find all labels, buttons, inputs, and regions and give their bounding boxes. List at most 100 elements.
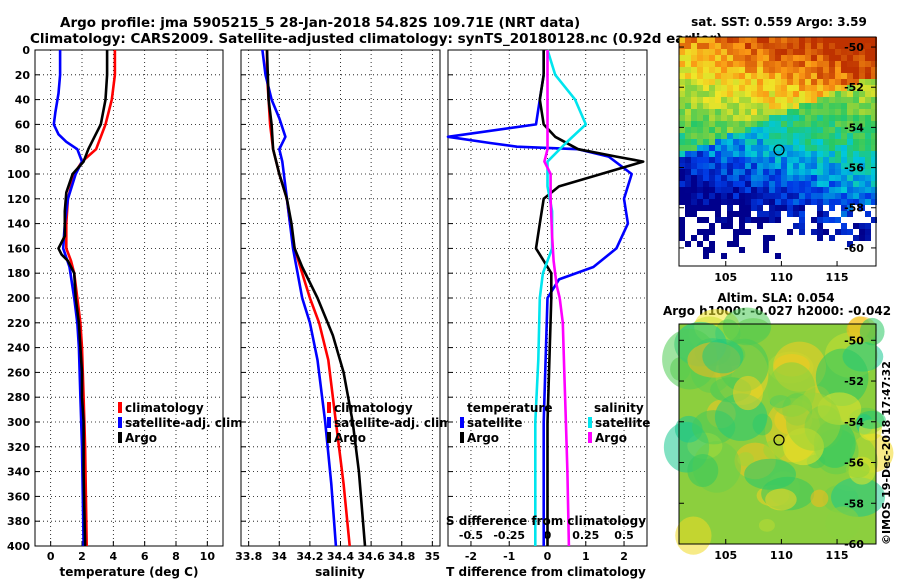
sst-cell	[787, 79, 793, 85]
sst-cell	[811, 217, 817, 223]
sst-cell	[679, 127, 685, 133]
sst-cell	[859, 91, 865, 97]
sst-cell	[799, 145, 805, 151]
sst-cell	[715, 169, 721, 175]
sst-cell	[853, 43, 859, 49]
sst-cell	[859, 43, 865, 49]
sst-cell	[739, 151, 745, 157]
y-tick-label: 300	[7, 416, 30, 429]
sst-cell	[745, 91, 751, 97]
sst-cell	[829, 115, 835, 121]
sst-cell	[691, 55, 697, 61]
sst-cell	[871, 103, 877, 109]
sst-cell	[679, 97, 685, 103]
sst-cell	[781, 169, 787, 175]
sst-cell	[703, 205, 709, 211]
sst-cell	[787, 157, 793, 163]
sst-cell	[853, 67, 859, 73]
map-y-tick-label: -56	[844, 162, 864, 175]
sst-cell	[715, 199, 721, 205]
sst-cell	[859, 133, 865, 139]
sla-blob	[737, 452, 754, 467]
sst-cell	[691, 43, 697, 49]
sst-cell	[859, 139, 865, 145]
sst-cell	[691, 145, 697, 151]
sst-cell	[823, 43, 829, 49]
sst-cell	[769, 43, 775, 49]
sst-cell	[679, 121, 685, 127]
sst-cell	[679, 163, 685, 169]
sst-cell	[793, 205, 799, 211]
sst-cell	[727, 241, 733, 247]
sla-blob	[825, 506, 861, 541]
sst-cell	[829, 37, 835, 43]
x-tick-label: 4	[110, 550, 118, 563]
sst-cell	[715, 163, 721, 169]
sst-cell	[805, 193, 811, 199]
sst-cell	[841, 37, 847, 43]
sst-cell	[769, 55, 775, 61]
sla-blob	[810, 489, 829, 508]
sst-cell	[853, 151, 859, 157]
sst-cell	[829, 235, 835, 241]
sst-cell	[763, 199, 769, 205]
sst-cell	[739, 223, 745, 229]
sst-cell	[733, 169, 739, 175]
sst-cell	[865, 79, 871, 85]
y-tick-label: 120	[7, 193, 30, 206]
sst-cell	[679, 133, 685, 139]
sst-cell	[829, 187, 835, 193]
sst-cell	[799, 121, 805, 127]
sst-cell	[709, 43, 715, 49]
sst-cell	[727, 91, 733, 97]
sst-cell	[865, 181, 871, 187]
sst-cell	[859, 79, 865, 85]
sst-cell	[775, 121, 781, 127]
map-y-tick-label: -60	[844, 242, 864, 255]
sst-cell	[679, 115, 685, 121]
sst-cell	[859, 109, 865, 115]
sst-cell	[793, 133, 799, 139]
sst-cell	[691, 127, 697, 133]
legend-argo-2: Argo	[334, 431, 366, 445]
sst-cell	[721, 127, 727, 133]
sst-cell	[817, 211, 823, 217]
sst-cell	[799, 175, 805, 181]
sst-cell	[871, 61, 877, 67]
sst-cell	[787, 55, 793, 61]
sst-cell	[871, 181, 877, 187]
sst-cell	[841, 151, 847, 157]
legend-satellite-2: satellite-adj. clim.	[334, 416, 456, 430]
sst-cell	[841, 157, 847, 163]
sst-cell	[703, 187, 709, 193]
sst-cell	[775, 97, 781, 103]
sst-cell	[841, 73, 847, 79]
sst-cell	[757, 193, 763, 199]
sst-cell	[769, 49, 775, 55]
sst-cell	[799, 61, 805, 67]
sst-cell	[853, 163, 859, 169]
sst-cell	[817, 103, 823, 109]
sst-cell	[865, 229, 871, 235]
sst-cell	[823, 103, 829, 109]
sst-cell	[685, 151, 691, 157]
sst-cell	[685, 169, 691, 175]
sst-cell	[829, 121, 835, 127]
sst-cell	[799, 49, 805, 55]
sst-cell	[811, 151, 817, 157]
sst-cell	[787, 73, 793, 79]
sst-cell	[733, 97, 739, 103]
sla-blob	[687, 454, 719, 487]
sst-cell	[745, 127, 751, 133]
map-y-tick-label: -60	[844, 538, 864, 551]
sst-cell	[745, 103, 751, 109]
sst-cell	[781, 157, 787, 163]
sst-cell	[751, 217, 757, 223]
sst-cell	[727, 175, 733, 181]
sst-cell	[727, 217, 733, 223]
imos-credit: ©IMOS 19-Dec-2018 17:47:32	[880, 361, 893, 545]
sst-cell	[691, 199, 697, 205]
map-y-tick-label: -50	[844, 334, 864, 347]
sst-cell	[721, 121, 727, 127]
sst-cell	[733, 49, 739, 55]
